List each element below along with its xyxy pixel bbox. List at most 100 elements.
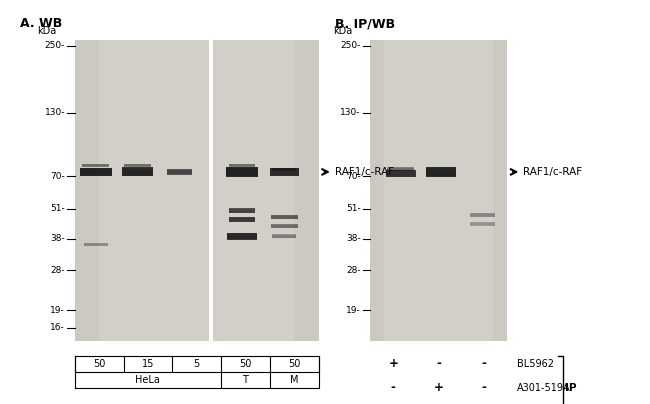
Bar [271,215,298,219]
Bar [167,170,192,174]
Bar [167,170,192,175]
Bar [83,164,109,166]
Bar [124,164,151,166]
Bar [83,243,108,246]
Bar [227,234,257,239]
Bar [124,164,151,166]
Bar [272,235,296,238]
Bar [270,170,299,175]
Bar [227,233,257,240]
Bar [83,243,108,246]
Bar [227,235,257,239]
Bar [227,233,257,240]
Bar [229,164,255,166]
Bar [80,168,112,176]
Bar [385,171,415,177]
Bar [229,217,255,221]
Bar [470,214,495,217]
Bar [271,216,298,219]
Bar [229,164,255,166]
Bar [370,40,507,341]
Bar [426,168,456,177]
Bar [426,167,456,177]
Bar [271,216,298,219]
Bar [226,170,258,176]
Bar [272,168,296,170]
Bar [83,164,109,166]
Bar [270,169,299,176]
Bar [124,164,151,166]
Bar [229,218,255,221]
Text: 19-: 19- [346,305,361,315]
Bar [272,236,296,238]
Bar [271,225,298,228]
Bar [83,164,109,166]
Text: 15: 15 [142,359,154,368]
Bar [80,170,112,175]
Bar [83,243,108,246]
Bar [229,210,255,213]
Bar [80,169,112,175]
Bar [387,168,414,170]
Bar [226,167,258,177]
Bar [470,214,495,217]
Bar [229,217,255,221]
Bar [426,169,456,176]
Bar [470,214,495,217]
Bar [209,40,213,341]
Text: -: - [482,381,487,394]
Bar [272,235,296,238]
Bar [226,168,258,177]
Bar [271,225,298,228]
Text: HeLa: HeLa [135,375,161,385]
Bar [426,168,456,176]
Bar [272,168,296,170]
Bar [227,233,257,240]
Bar [124,164,151,166]
Bar [270,168,299,176]
Bar [272,236,296,238]
Bar [229,218,255,221]
Bar [80,168,112,176]
Bar [83,164,109,166]
Bar [470,222,495,226]
Bar [226,168,258,176]
Text: 28-: 28- [51,266,65,275]
Bar [387,168,414,170]
Bar [385,171,415,177]
Text: B. IP/WB: B. IP/WB [335,17,395,30]
Bar [426,168,456,176]
Bar [122,167,153,177]
Text: 130-: 130- [44,108,65,117]
Bar [167,170,192,174]
Bar [83,244,108,246]
Bar [229,208,255,213]
Bar [270,168,299,176]
Bar [385,172,415,176]
Bar [229,218,255,221]
Bar [229,164,255,166]
Bar [271,225,298,228]
Bar [167,170,192,174]
Bar [385,170,415,177]
Bar [167,169,192,175]
Bar [470,214,495,217]
Bar [229,164,255,166]
Text: -: - [391,381,396,394]
Bar [80,169,112,176]
Bar [229,164,255,166]
Bar [227,234,257,239]
Bar [270,169,299,175]
Bar [80,169,112,176]
Bar [83,243,108,246]
Bar [271,215,298,219]
Bar [122,167,153,177]
Bar [124,164,151,166]
Bar [226,169,258,176]
Bar [83,164,109,166]
Bar [167,171,192,174]
Bar [229,209,255,213]
Text: RAF1/c-RAF: RAF1/c-RAF [335,167,394,177]
Bar [229,217,255,222]
Text: 38-: 38- [50,234,65,243]
